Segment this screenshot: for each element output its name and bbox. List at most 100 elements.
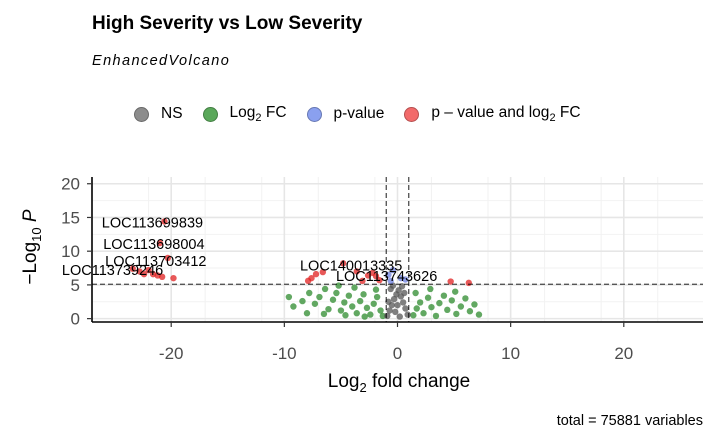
x-tick-label: -20 [159, 344, 184, 363]
grid [91, 177, 703, 322]
data-point [444, 306, 451, 314]
legend-label: p – value and log2 FC [431, 104, 581, 125]
data-point [389, 266, 397, 274]
data-point [345, 292, 353, 299]
data-point [306, 289, 313, 297]
y-tick-label: 20 [61, 175, 80, 194]
gene-label: LOC113698004 [103, 237, 204, 253]
legend-marker-icon [134, 106, 149, 122]
gene-labels: LOC113699839LOC113698004LOC113703412LOC1… [62, 216, 437, 285]
data-point [452, 288, 459, 295]
data-point [427, 285, 434, 293]
data-point [140, 270, 148, 278]
data-point [402, 305, 409, 312]
data-point [386, 307, 393, 314]
data-point [299, 297, 306, 305]
data-point [170, 274, 177, 282]
data-point [447, 278, 454, 285]
data-point [363, 304, 371, 312]
data-point [361, 313, 368, 320]
data-point [416, 299, 424, 306]
data-point [379, 312, 386, 320]
data-point [453, 310, 460, 318]
data-point [404, 311, 411, 318]
data-point [462, 295, 469, 302]
data-point [312, 270, 320, 278]
gene-label: LOC113739246 [62, 263, 163, 279]
data-point [164, 254, 172, 262]
data-point [311, 300, 319, 307]
data-point [376, 276, 383, 284]
legend-label: Log2 FC [229, 104, 287, 125]
y-tick-label: 10 [61, 242, 80, 261]
y-axis-title: −Log10 P [20, 209, 44, 285]
data-point [373, 293, 381, 301]
data-point [145, 266, 152, 274]
chart-subtitle: EnhancedVolcano [92, 53, 231, 69]
x-tick-label: -10 [272, 344, 297, 363]
chart-title: High Severity vs Low Severity [92, 13, 363, 34]
data-point [285, 293, 293, 301]
data-point [341, 299, 348, 306]
y-tick-label: 0 [71, 310, 80, 329]
legend-label: NS [161, 105, 183, 123]
data-point [410, 312, 417, 319]
data-point [440, 292, 448, 299]
data-point [356, 297, 364, 305]
gene-label: LOC113703412 [105, 254, 206, 270]
scatter-points [129, 218, 483, 320]
data-point [316, 293, 323, 301]
data-point [448, 297, 456, 304]
data-point [329, 296, 337, 303]
data-point [158, 273, 166, 281]
data-point [304, 277, 312, 285]
threshold-lines [92, 177, 703, 322]
legend-marker-icon [404, 106, 420, 122]
data-point [337, 307, 345, 314]
data-point [396, 313, 403, 320]
total-caption: total = 75881 variables [556, 413, 703, 429]
x-axis-title: Log2 fold change [328, 371, 470, 395]
data-point [428, 303, 435, 311]
data-point [420, 310, 427, 317]
data-point [303, 310, 311, 317]
data-point [392, 308, 399, 316]
data-point [402, 276, 409, 283]
data-point [471, 301, 478, 308]
legend-marker-icon [306, 106, 322, 122]
data-point [319, 268, 327, 276]
data-point [349, 303, 356, 310]
legend-marker-icon [202, 106, 218, 122]
gene-label: LOC140013335 [300, 258, 402, 274]
data-point [290, 303, 297, 310]
data-point [342, 312, 349, 319]
data-point [413, 305, 420, 312]
data-point [161, 218, 168, 225]
legend-label: p-value [333, 105, 385, 123]
data-point [465, 279, 472, 287]
x-tick-label: 20 [614, 344, 633, 363]
data-point [401, 289, 408, 297]
data-point [333, 289, 340, 297]
data-point [399, 299, 407, 306]
data-point [394, 301, 401, 309]
data-point [457, 303, 465, 310]
data-point [351, 284, 358, 291]
x-tick-label: 10 [501, 344, 520, 363]
data-point [475, 311, 483, 318]
data-point [412, 289, 419, 297]
y-tick-label: 5 [71, 276, 80, 295]
data-point [436, 299, 443, 307]
data-point [385, 298, 392, 305]
data-point [321, 285, 329, 293]
data-point [424, 294, 432, 301]
data-point [339, 260, 347, 267]
gene-label: LOC113743626 [336, 269, 437, 285]
data-point [360, 291, 367, 298]
data-point [432, 312, 440, 320]
axes: -20 -10 0 10 20 0 5 10 15 20 [61, 175, 703, 363]
data-point [156, 239, 164, 247]
x-tick-label: 0 [393, 344, 402, 363]
data-point [325, 305, 332, 313]
y-tick-label: 15 [61, 208, 80, 227]
